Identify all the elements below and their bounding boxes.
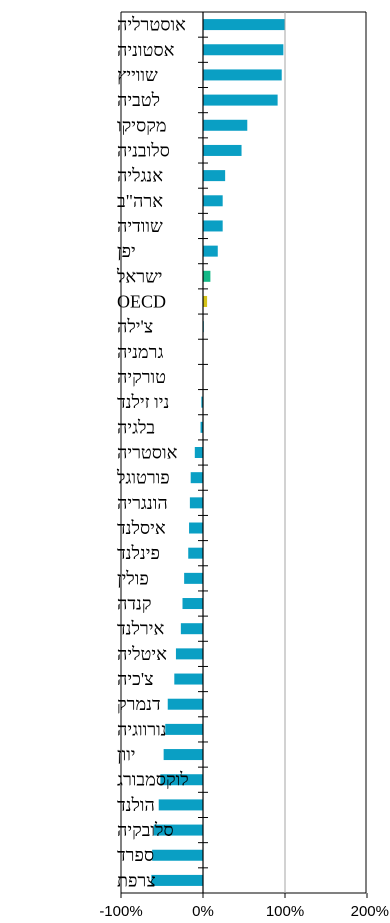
bar <box>175 648 203 660</box>
x-tick-label: 200% <box>351 903 389 920</box>
category-label: פולין <box>117 568 149 588</box>
bar <box>194 447 203 458</box>
bar <box>182 598 203 610</box>
bar <box>203 44 284 56</box>
bar <box>160 774 203 786</box>
category-label: יוון <box>117 745 136 765</box>
bar <box>203 19 285 31</box>
category-label: צרפת <box>117 870 156 890</box>
category-label: אוסטריה <box>117 443 178 463</box>
bar <box>203 245 218 257</box>
bar <box>190 472 203 484</box>
category-label: הולנד <box>117 795 155 815</box>
bar <box>163 749 203 761</box>
category-label: אוסטרליה <box>117 15 186 35</box>
category-label: אירלנד <box>117 619 164 639</box>
bar <box>153 824 203 836</box>
bar <box>158 799 203 811</box>
bar <box>165 723 203 735</box>
bar <box>188 547 203 559</box>
category-label: צ'כיה <box>117 669 154 689</box>
category-label: אסטוניה <box>117 40 175 60</box>
category-label: ספרד <box>117 845 154 865</box>
category-label: איטליה <box>117 644 167 664</box>
bar <box>184 572 203 584</box>
bar <box>201 396 203 408</box>
bar <box>203 195 223 207</box>
bar <box>203 69 282 81</box>
category-label: לוקסמבורג <box>117 770 189 790</box>
category-label: סלובניה <box>117 140 170 160</box>
bar <box>203 295 208 307</box>
bar <box>152 849 203 861</box>
bar <box>189 522 203 534</box>
bar <box>203 270 211 282</box>
category-label: קנדה <box>117 594 152 614</box>
bar <box>180 623 203 635</box>
labels-layer: אוסטרליה אסטוניה שווייץ לטביה מקסיקו סלובניה א… <box>99 15 389 920</box>
bar <box>203 220 223 232</box>
bar <box>203 94 278 106</box>
x-tick-label: 100% <box>266 903 304 920</box>
category-label: פורטוגל <box>116 468 170 488</box>
category-label: איסלנד <box>117 518 166 538</box>
bar <box>203 119 248 131</box>
category-label: ישראל <box>116 266 163 286</box>
category-label: גרמניה <box>117 342 163 362</box>
category-label: הונגריה <box>117 493 168 513</box>
category-label: ארה"ב <box>117 191 163 211</box>
category-label: נורווגיה <box>117 719 167 739</box>
category-label: פינלנד <box>117 543 160 563</box>
category-label: יפן <box>117 241 136 261</box>
bar <box>203 170 226 182</box>
category-label: אנגליה <box>117 166 163 186</box>
x-tick-label: -100% <box>99 903 142 920</box>
bar <box>203 144 242 156</box>
x-tick-label: 0% <box>192 903 214 920</box>
category-label: צ'ילה <box>117 317 153 337</box>
bar <box>151 874 203 886</box>
category-label: מקסיקו <box>117 115 167 135</box>
category-label: בלגיה <box>117 417 155 437</box>
lines-layer <box>120 11 368 898</box>
bar <box>167 698 203 710</box>
category-label: שוודיה <box>117 216 163 236</box>
category-label: לטביה <box>117 90 160 110</box>
category-label: טורקיה <box>117 367 166 387</box>
category-label: סלובקיה <box>117 820 174 840</box>
bar <box>189 497 203 509</box>
bar <box>200 421 203 433</box>
category-label: דנמרק <box>117 694 161 714</box>
bars-layer <box>151 19 285 886</box>
bar <box>174 673 203 685</box>
category-label: שווייץ <box>117 65 158 85</box>
category-label: OECD <box>117 291 166 311</box>
category-label: ניו זילנד <box>117 392 169 412</box>
